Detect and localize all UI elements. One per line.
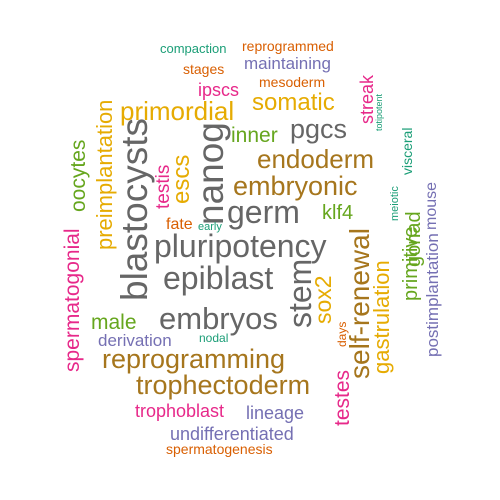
word-nodal: nodal — [199, 331, 229, 345]
word-oocytes: oocytes — [67, 139, 90, 212]
word-undifferentiated: undifferentiated — [170, 424, 294, 444]
word-testes: testes — [331, 369, 354, 426]
word-inner: inner — [231, 124, 278, 147]
word-stages: stages — [183, 61, 225, 77]
word-fate: fate — [166, 216, 193, 233]
word-compaction: compaction — [160, 41, 227, 56]
word-primordial: primordial — [120, 96, 235, 126]
word-maintaining: maintaining — [244, 54, 331, 73]
word-meiotic: meiotic — [389, 186, 401, 221]
word-klf4: klf4 — [322, 202, 354, 224]
word-blastocysts: blastocysts — [114, 117, 155, 301]
word-lineage: lineage — [246, 403, 305, 423]
word-days: days — [335, 321, 349, 347]
word-derivation: derivation — [98, 331, 172, 350]
word-early: early — [198, 221, 222, 233]
word-spermatogonial: spermatogonial — [61, 228, 84, 372]
word-endoderm: endoderm — [257, 144, 375, 174]
word-mesoderm: mesoderm — [259, 74, 326, 90]
word-gastrulation: gastrulation — [369, 260, 394, 374]
word-preimplantation: preimplantation — [92, 99, 117, 250]
word-embryos: embryos — [159, 301, 278, 336]
word-pgcs: pgcs — [290, 114, 348, 144]
word-testis: testis — [153, 164, 174, 209]
word-sox2: sox2 — [310, 275, 336, 324]
word-nanog: nanog — [190, 122, 231, 225]
word-pluripotency: pluripotency — [154, 228, 327, 264]
word-spermatogenesis: spermatogenesis — [166, 441, 273, 457]
word-visceral: visceral — [399, 127, 415, 175]
word-male: male — [91, 311, 137, 334]
word-trophectoderm: trophectoderm — [136, 370, 311, 400]
word-germ: germ — [227, 194, 300, 230]
word-embryonic: embryonic — [233, 171, 358, 201]
word-epiblast: epiblast — [163, 260, 274, 296]
word-totipotent: totipotent — [374, 93, 384, 131]
word-gonad: gonad — [403, 211, 425, 267]
word-reprogrammed: reprogrammed — [242, 38, 334, 54]
word-postimplantation: postimplantation — [423, 233, 442, 357]
word-mouse: mouse — [423, 181, 440, 230]
word-trophoblast: trophoblast — [135, 401, 225, 421]
word-ipscs: ipscs — [198, 80, 240, 100]
word-reprogramming: reprogramming — [102, 344, 286, 374]
word-somatic: somatic — [252, 89, 335, 116]
